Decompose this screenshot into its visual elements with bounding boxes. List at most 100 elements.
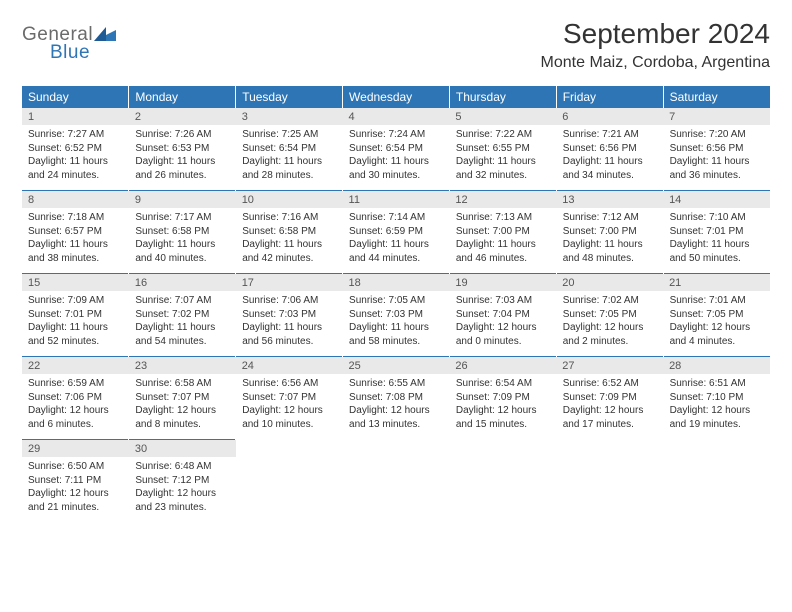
daylight-text: and 40 minutes.: [135, 252, 229, 266]
day-cell-body: Sunrise: 7:05 AMSunset: 7:03 PMDaylight:…: [343, 291, 449, 356]
daylight-text: and 19 minutes.: [670, 418, 764, 432]
sunrise-text: Sunrise: 7:14 AM: [349, 211, 443, 225]
sunset-text: Sunset: 7:09 PM: [456, 391, 550, 405]
sunset-text: Sunset: 7:05 PM: [563, 308, 657, 322]
day-cell: Sunrise: 7:12 AMSunset: 7:00 PMDaylight:…: [556, 208, 663, 274]
daylight-text: and 10 minutes.: [242, 418, 336, 432]
day-cell-body: Sunrise: 7:22 AMSunset: 6:55 PMDaylight:…: [450, 125, 556, 190]
sunset-text: Sunset: 7:09 PM: [563, 391, 657, 405]
day-header-row: Sunday Monday Tuesday Wednesday Thursday…: [22, 86, 770, 108]
sunrise-text: Sunrise: 7:01 AM: [670, 294, 764, 308]
day-number-cell: [449, 440, 556, 458]
day-cell: Sunrise: 6:52 AMSunset: 7:09 PMDaylight:…: [556, 374, 663, 440]
daylight-text: and 56 minutes.: [242, 335, 336, 349]
day-cell: Sunrise: 7:21 AMSunset: 6:56 PMDaylight:…: [556, 125, 663, 191]
day-cell: Sunrise: 6:56 AMSunset: 7:07 PMDaylight:…: [236, 374, 343, 440]
daylight-text: and 58 minutes.: [349, 335, 443, 349]
day-number-cell: 3: [236, 108, 343, 125]
day-cell: Sunrise: 7:22 AMSunset: 6:55 PMDaylight:…: [449, 125, 556, 191]
sunrise-text: Sunrise: 7:06 AM: [242, 294, 336, 308]
day-header: Friday: [556, 86, 663, 108]
daylight-text: Daylight: 12 hours: [456, 321, 550, 335]
day-number-cell: 20: [556, 274, 663, 292]
day-cell: Sunrise: 7:10 AMSunset: 7:01 PMDaylight:…: [663, 208, 770, 274]
day-cell: Sunrise: 6:51 AMSunset: 7:10 PMDaylight:…: [663, 374, 770, 440]
day-cell-body: Sunrise: 7:07 AMSunset: 7:02 PMDaylight:…: [129, 291, 235, 356]
day-cell: Sunrise: 7:01 AMSunset: 7:05 PMDaylight:…: [663, 291, 770, 357]
calendar-body: 1234567Sunrise: 7:27 AMSunset: 6:52 PMDa…: [22, 108, 770, 522]
daylight-text: and 28 minutes.: [242, 169, 336, 183]
daylight-text: Daylight: 12 hours: [670, 404, 764, 418]
daylight-text: Daylight: 11 hours: [349, 238, 443, 252]
day-number-cell: 14: [663, 191, 770, 209]
day-number-cell: 13: [556, 191, 663, 209]
day-number-cell: 30: [129, 440, 236, 458]
sunset-text: Sunset: 7:02 PM: [135, 308, 229, 322]
daylight-text: Daylight: 11 hours: [670, 155, 764, 169]
day-cell-body: Sunrise: 7:16 AMSunset: 6:58 PMDaylight:…: [236, 208, 342, 273]
day-number-cell: 22: [22, 357, 129, 375]
day-cell-body: Sunrise: 7:27 AMSunset: 6:52 PMDaylight:…: [22, 125, 128, 190]
sunset-text: Sunset: 7:11 PM: [28, 474, 122, 488]
sunrise-text: Sunrise: 6:50 AM: [28, 460, 122, 474]
day-cell: Sunrise: 7:02 AMSunset: 7:05 PMDaylight:…: [556, 291, 663, 357]
day-cell: Sunrise: 6:55 AMSunset: 7:08 PMDaylight:…: [343, 374, 450, 440]
day-cell: Sunrise: 6:54 AMSunset: 7:09 PMDaylight:…: [449, 374, 556, 440]
daylight-text: Daylight: 11 hours: [349, 321, 443, 335]
daylight-text: Daylight: 12 hours: [28, 487, 122, 501]
day-number-cell: [343, 440, 450, 458]
day-cell: Sunrise: 6:58 AMSunset: 7:07 PMDaylight:…: [129, 374, 236, 440]
daylight-text: and 21 minutes.: [28, 501, 122, 515]
sunrise-text: Sunrise: 7:02 AM: [563, 294, 657, 308]
sunrise-text: Sunrise: 7:26 AM: [135, 128, 229, 142]
sunset-text: Sunset: 7:01 PM: [670, 225, 764, 239]
day-cell: [236, 457, 343, 522]
sunset-text: Sunset: 7:03 PM: [242, 308, 336, 322]
day-cell-body: Sunrise: 6:55 AMSunset: 7:08 PMDaylight:…: [343, 374, 449, 439]
sunrise-text: Sunrise: 6:55 AM: [349, 377, 443, 391]
month-title: September 2024: [541, 18, 770, 50]
daylight-text: Daylight: 12 hours: [28, 404, 122, 418]
daylight-text: and 42 minutes.: [242, 252, 336, 266]
sunrise-text: Sunrise: 7:17 AM: [135, 211, 229, 225]
day-number-cell: 12: [449, 191, 556, 209]
day-number-cell: [663, 440, 770, 458]
day-number-cell: 26: [449, 357, 556, 375]
day-cell-body: Sunrise: 7:06 AMSunset: 7:03 PMDaylight:…: [236, 291, 342, 356]
sunrise-text: Sunrise: 6:56 AM: [242, 377, 336, 391]
sunrise-text: Sunrise: 7:09 AM: [28, 294, 122, 308]
daylight-text: and 54 minutes.: [135, 335, 229, 349]
sunset-text: Sunset: 6:54 PM: [242, 142, 336, 156]
day-number-cell: 18: [343, 274, 450, 292]
day-cell-body: Sunrise: 7:02 AMSunset: 7:05 PMDaylight:…: [557, 291, 663, 356]
day-number-cell: 15: [22, 274, 129, 292]
day-cell-body: Sunrise: 7:18 AMSunset: 6:57 PMDaylight:…: [22, 208, 128, 273]
daylight-text: Daylight: 11 hours: [28, 238, 122, 252]
sunset-text: Sunset: 7:04 PM: [456, 308, 550, 322]
day-cell-body: Sunrise: 6:59 AMSunset: 7:06 PMDaylight:…: [22, 374, 128, 439]
sunset-text: Sunset: 7:12 PM: [135, 474, 229, 488]
sunrise-text: Sunrise: 7:21 AM: [563, 128, 657, 142]
day-cell: Sunrise: 7:26 AMSunset: 6:53 PMDaylight:…: [129, 125, 236, 191]
daylight-text: Daylight: 11 hours: [456, 155, 550, 169]
day-cell-body: Sunrise: 7:03 AMSunset: 7:04 PMDaylight:…: [450, 291, 556, 356]
day-cell-body: Sunrise: 6:58 AMSunset: 7:07 PMDaylight:…: [129, 374, 235, 439]
daylight-text: and 17 minutes.: [563, 418, 657, 432]
title-block: September 2024 Monte Maiz, Cordoba, Arge…: [541, 18, 770, 72]
day-header: Thursday: [449, 86, 556, 108]
week-row: Sunrise: 7:27 AMSunset: 6:52 PMDaylight:…: [22, 125, 770, 191]
day-cell-body: Sunrise: 6:52 AMSunset: 7:09 PMDaylight:…: [557, 374, 663, 439]
sunset-text: Sunset: 7:01 PM: [28, 308, 122, 322]
day-cell-body: Sunrise: 7:14 AMSunset: 6:59 PMDaylight:…: [343, 208, 449, 273]
day-cell: Sunrise: 7:17 AMSunset: 6:58 PMDaylight:…: [129, 208, 236, 274]
day-cell: [556, 457, 663, 522]
day-number-cell: 1: [22, 108, 129, 125]
daylight-text: Daylight: 12 hours: [456, 404, 550, 418]
day-number-cell: 9: [129, 191, 236, 209]
day-number-cell: 25: [343, 357, 450, 375]
sunrise-text: Sunrise: 6:58 AM: [135, 377, 229, 391]
daylight-text: and 52 minutes.: [28, 335, 122, 349]
daylight-text: Daylight: 11 hours: [28, 321, 122, 335]
sunset-text: Sunset: 6:53 PM: [135, 142, 229, 156]
daylight-text: Daylight: 12 hours: [349, 404, 443, 418]
